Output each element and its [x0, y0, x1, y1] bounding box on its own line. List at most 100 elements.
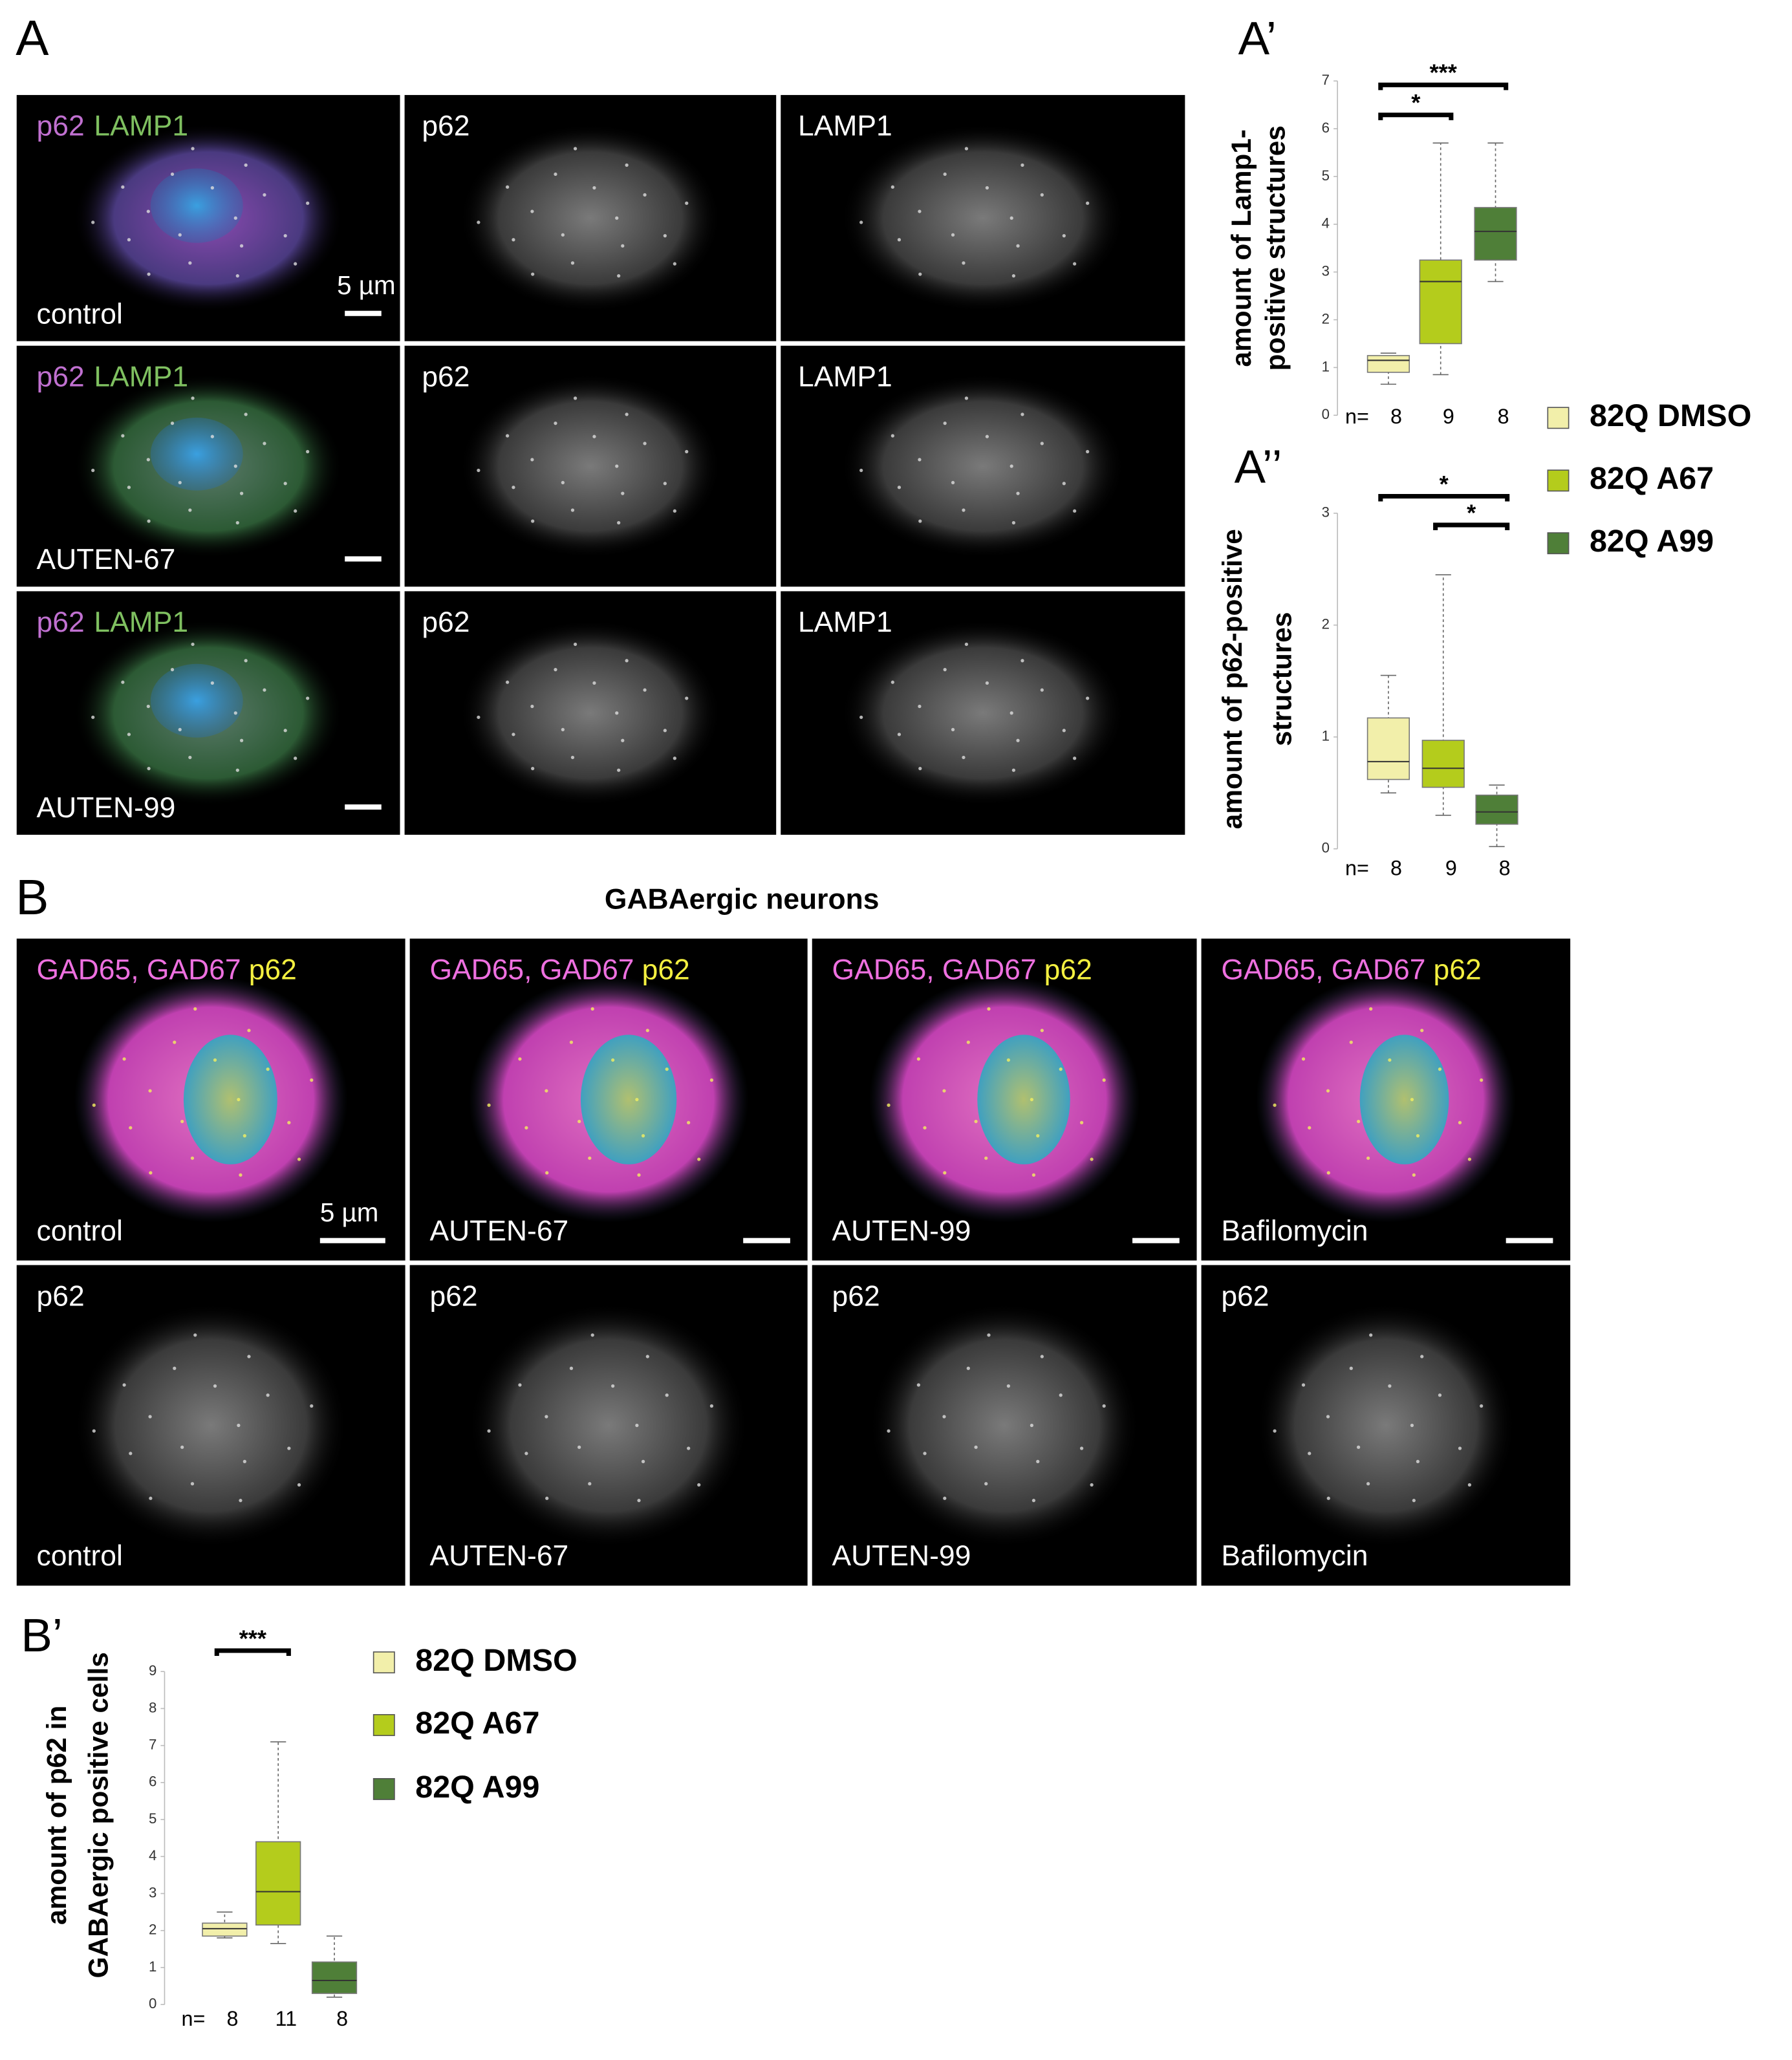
punctum [1349, 1040, 1353, 1044]
y-tick-label: 0 [149, 1995, 157, 2012]
punctum [1412, 1499, 1416, 1503]
punctum [673, 756, 676, 760]
punctum [1036, 1134, 1040, 1138]
nucleus [977, 1035, 1070, 1164]
cell-body [1256, 1302, 1516, 1549]
cell-body [840, 123, 1125, 313]
panel-label: B’ [21, 1609, 63, 1662]
nucleus [580, 1035, 677, 1164]
punctum [233, 711, 237, 715]
y-tick-label: 8 [149, 1699, 157, 1715]
punctum [1009, 216, 1013, 220]
y-tick-label: 1 [1322, 728, 1330, 744]
n-value: 9 [1445, 857, 1457, 880]
punctum [283, 482, 287, 486]
punctum [173, 1040, 177, 1044]
punctum [859, 715, 863, 719]
punctum [1416, 1459, 1420, 1463]
significance-bar [1433, 522, 1510, 530]
punctum [974, 1445, 978, 1449]
punctum [1059, 1393, 1063, 1397]
punctum [573, 147, 578, 151]
n-label: n= [1345, 405, 1369, 428]
punctum [1369, 1007, 1373, 1011]
punctum [1016, 491, 1020, 495]
punctum [645, 1029, 649, 1033]
y-tick-label: 4 [149, 1847, 157, 1863]
punctum [1102, 1078, 1106, 1082]
punctum [1301, 1057, 1306, 1061]
punctum [92, 1429, 96, 1433]
punctum [512, 238, 515, 242]
punctum [570, 508, 575, 512]
cell-body [468, 1302, 749, 1549]
channel-label: p62 [37, 111, 85, 142]
punctum [1356, 1119, 1361, 1124]
punctum [121, 680, 125, 684]
punctum [239, 491, 244, 495]
punctum [951, 727, 955, 732]
punctum [1020, 163, 1024, 167]
punctum [943, 667, 947, 672]
punctum [1009, 464, 1013, 468]
punctum [524, 1452, 528, 1455]
punctum [859, 220, 863, 224]
punctum [147, 519, 151, 523]
punctum [897, 486, 901, 489]
punctum [122, 1383, 126, 1387]
legend-swatch [1547, 532, 1570, 555]
punctum [243, 1459, 246, 1463]
punctum [545, 1171, 549, 1175]
channel-label: LAMP1 [798, 361, 892, 392]
punctum [1079, 1121, 1084, 1124]
significance-bar [214, 1648, 291, 1656]
punctum [146, 704, 150, 709]
punctum [1388, 1058, 1392, 1062]
punctum [1102, 1404, 1106, 1408]
legend-label: 82Q A99 [415, 1770, 539, 1805]
punctum [617, 520, 621, 525]
condition-label: AUTEN-99 [832, 1215, 971, 1247]
punctum [237, 1097, 241, 1102]
channel-label: p62 [37, 1280, 85, 1312]
punctum [637, 1173, 641, 1177]
punctum [239, 1499, 243, 1503]
punctum [974, 1119, 978, 1124]
cell-body [459, 374, 722, 559]
scale-bar [743, 1238, 790, 1243]
punctum [294, 756, 297, 760]
punctum [643, 193, 647, 197]
punctum [210, 681, 215, 685]
y-tick-label: 2 [1322, 310, 1330, 327]
punctum [306, 201, 310, 205]
punctum [310, 1404, 314, 1408]
punctum [673, 262, 676, 266]
punctum [266, 1393, 270, 1397]
punctum [1458, 1446, 1462, 1450]
nucleus [183, 1035, 277, 1164]
nucleus [150, 417, 243, 491]
punctum [518, 1057, 522, 1061]
punctum [531, 766, 535, 771]
punctum [266, 1068, 270, 1071]
y-axis-label: GABAergic positive cells [83, 1652, 114, 1978]
punctum [1062, 482, 1066, 486]
punctum [149, 1171, 153, 1175]
channel-label: p62 [642, 954, 690, 985]
punctum [569, 1040, 574, 1044]
punctum [1030, 1423, 1034, 1428]
punctum [1356, 1445, 1361, 1449]
punctum [673, 509, 676, 513]
punctum [287, 1446, 291, 1450]
punctum [531, 272, 535, 276]
punctum [180, 1119, 184, 1124]
punctum [294, 262, 297, 266]
punctum [588, 1156, 592, 1160]
punctum [122, 1057, 126, 1061]
punctum [1410, 1423, 1414, 1428]
y-axis-label: amount of Lamp1- [1226, 129, 1257, 367]
channel-label: p62 [1434, 954, 1482, 985]
channel-label: LAMP1 [94, 361, 188, 392]
punctum [621, 491, 625, 495]
